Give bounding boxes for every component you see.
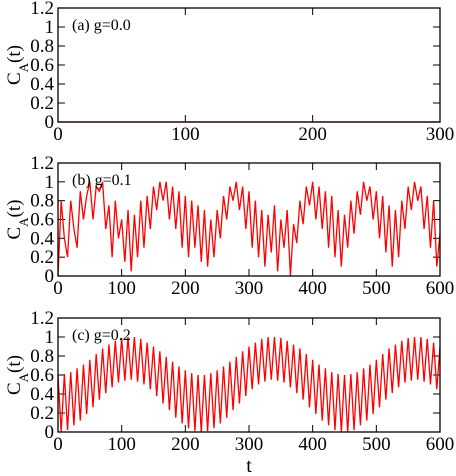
- x-tick-label: 500: [362, 278, 391, 299]
- x-tick-label: 0: [53, 434, 63, 455]
- y-tick-label: 0: [45, 422, 55, 443]
- y-tick-label: 1: [45, 327, 55, 348]
- y-axis-label-part: A: [16, 217, 31, 227]
- y-tick-label: 1.2: [30, 308, 54, 329]
- plot-frame: [57, 317, 441, 433]
- x-tick-label: 600: [426, 278, 455, 299]
- y-axis-label-part: (t): [4, 355, 25, 373]
- x-tick-label: 300: [426, 124, 455, 145]
- y-axis-label-part: C: [4, 72, 25, 85]
- x-tick-label: 500: [362, 434, 391, 455]
- x-tick-label: 0: [53, 278, 63, 299]
- y-tick-label: 0.6: [30, 210, 54, 231]
- panel-label: (a) g=0.0: [72, 17, 131, 34]
- y-tick-label: 1.2: [30, 153, 54, 174]
- y-axis-label-part: C: [4, 382, 25, 395]
- y-tick-label: 0: [45, 112, 55, 133]
- x-tick-label: 400: [298, 434, 327, 455]
- y-tick-label: 1.2: [30, 0, 54, 19]
- y-tick-label: 1: [45, 17, 55, 38]
- y-tick-label: 0.2: [30, 403, 54, 424]
- y-axis-label: CA(t): [4, 45, 31, 85]
- y-tick-label: 0.4: [30, 74, 54, 95]
- y-tick-label: 0.8: [30, 191, 54, 212]
- panel-label: (b) g=0.1: [72, 172, 132, 189]
- y-tick-label: 0.4: [30, 228, 54, 249]
- y-axis-label: CA(t): [4, 199, 31, 239]
- y-tick-label: 0.6: [30, 55, 54, 76]
- y-axis-label-part: C: [4, 227, 25, 240]
- y-tick-label: 1: [45, 172, 55, 193]
- plot-frame: [57, 7, 441, 123]
- x-tick-label: 200: [171, 434, 200, 455]
- x-axis-label: t: [246, 455, 252, 476]
- y-tick-label: 0.2: [30, 247, 54, 268]
- data-line: [57, 336, 441, 433]
- x-tick-label: 300: [235, 278, 264, 299]
- plot-frame: [57, 162, 441, 277]
- x-tick-label: 200: [298, 124, 327, 145]
- x-tick-label: 400: [298, 278, 327, 299]
- x-tick-label: 0: [53, 124, 63, 145]
- y-axis-label: CA(t): [4, 355, 31, 395]
- x-tick-label: 100: [107, 434, 136, 455]
- y-tick-label: 0.4: [30, 384, 54, 405]
- y-tick-label: 0.8: [30, 36, 54, 57]
- x-tick-label: 200: [171, 278, 200, 299]
- y-axis-label-part: (t): [4, 199, 25, 217]
- x-tick-label: 600: [426, 434, 455, 455]
- y-axis-label-part: A: [16, 372, 31, 382]
- data-line: [57, 181, 441, 277]
- panel-label: (c) g=0.2: [72, 327, 131, 344]
- x-tick-label: 300: [235, 434, 264, 455]
- x-tick-label: 100: [107, 278, 136, 299]
- y-axis-label-part: (t): [4, 45, 25, 63]
- y-tick-label: 0: [45, 266, 55, 287]
- y-tick-label: 0.8: [30, 346, 54, 367]
- y-axis-label-part: A: [16, 62, 31, 72]
- x-tick-label: 100: [171, 124, 200, 145]
- y-tick-label: 0.6: [30, 365, 54, 386]
- y-tick-label: 0.2: [30, 93, 54, 114]
